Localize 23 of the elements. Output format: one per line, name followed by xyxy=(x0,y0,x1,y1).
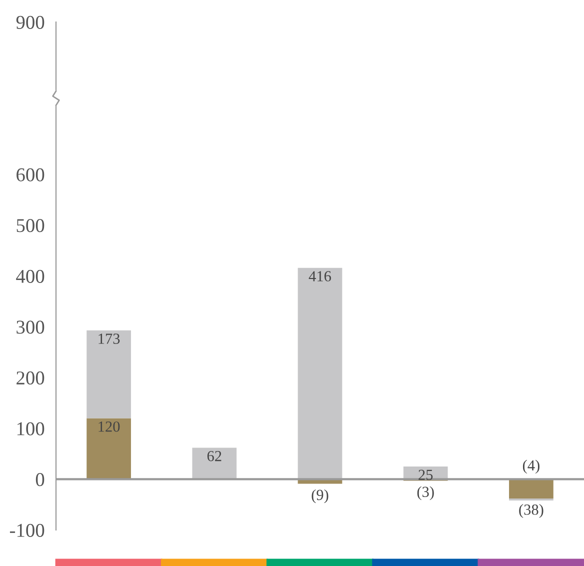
bar xyxy=(192,448,237,480)
data-label: 173 xyxy=(98,334,120,344)
y-tick-label: 0 xyxy=(36,473,44,486)
data-label: 416 xyxy=(308,271,331,282)
bar xyxy=(86,330,131,418)
y-tick-label: 600 xyxy=(16,168,44,182)
data-label: 62 xyxy=(207,450,222,462)
data-label: (9) xyxy=(312,489,328,504)
y-tick-label: 100 xyxy=(17,422,44,436)
data-label: 25 xyxy=(418,470,433,480)
y-tick-label: 400 xyxy=(16,270,44,283)
y-tick-label: 900 xyxy=(16,16,44,29)
bar xyxy=(86,418,131,480)
y-tick-label: -100 xyxy=(10,524,44,537)
y-tick-label: 300 xyxy=(16,320,44,334)
data-label: 120 xyxy=(98,421,120,432)
data-label: (38) xyxy=(519,504,544,518)
data-label: (4) xyxy=(522,460,540,474)
y-tick-label: 500 xyxy=(16,219,44,232)
data-label: (3) xyxy=(417,486,434,500)
bar xyxy=(298,268,342,480)
bar xyxy=(509,479,554,499)
y-tick-label: 200 xyxy=(16,371,44,385)
